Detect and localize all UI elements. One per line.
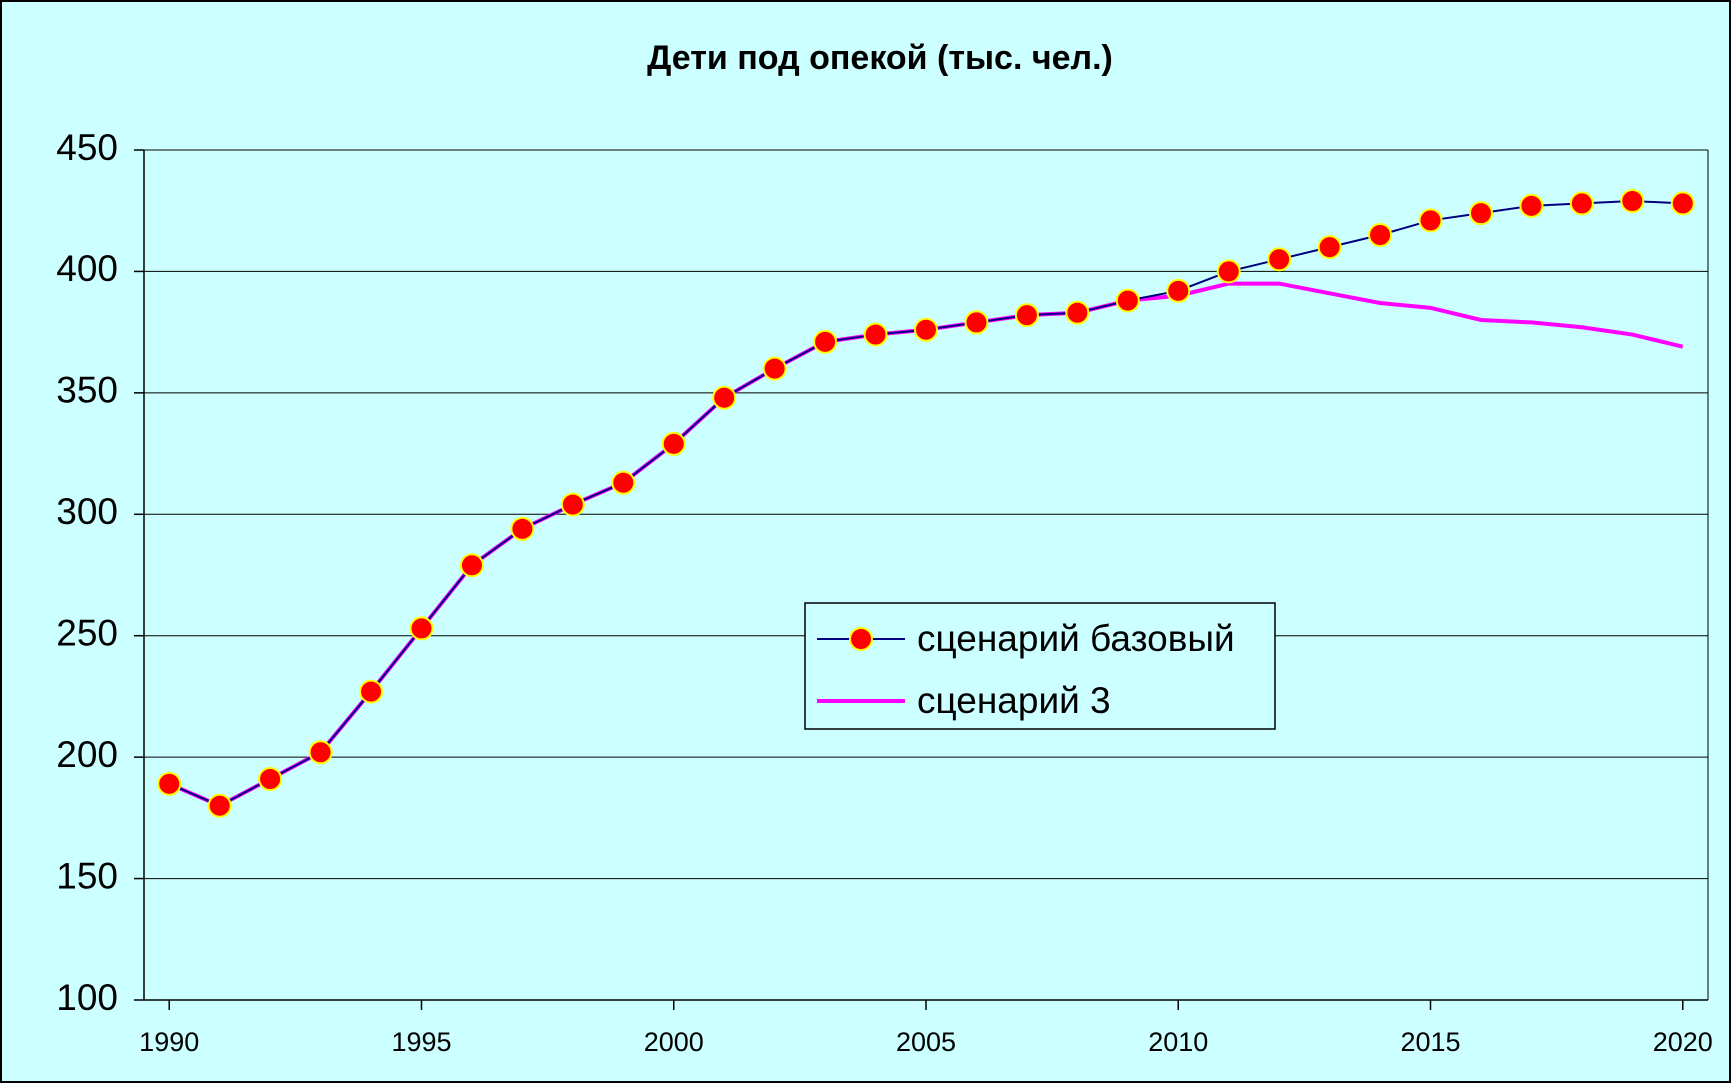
data-point	[1519, 193, 1544, 218]
chart-title: Дети под опекой (тыс. чел.)	[647, 39, 1113, 77]
data-point	[964, 310, 989, 335]
data-point	[762, 356, 787, 381]
data-point	[1670, 191, 1695, 216]
data-point	[510, 516, 535, 541]
data-point	[459, 553, 484, 578]
data-point	[1014, 303, 1039, 328]
data-point	[712, 385, 737, 410]
data-point	[258, 767, 283, 791]
legend-box	[804, 602, 1276, 730]
data-point	[1620, 189, 1645, 213]
y-tick-label: 150	[56, 855, 118, 896]
data-point	[1569, 191, 1594, 216]
x-tick-label: 2020	[1653, 1027, 1713, 1057]
legend-marker	[849, 627, 873, 651]
data-point	[359, 679, 384, 704]
y-tick-label: 450	[56, 127, 118, 168]
y-tick-label: 350	[56, 370, 118, 411]
y-tick-label: 300	[56, 491, 118, 532]
data-point	[1065, 300, 1090, 325]
y-tick-label: 100	[56, 977, 118, 1018]
data-point	[1115, 288, 1140, 313]
data-point	[157, 771, 182, 796]
data-point	[661, 431, 686, 456]
x-tick-label: 2005	[896, 1027, 956, 1057]
data-point	[308, 740, 333, 765]
data-point	[409, 616, 434, 641]
data-point	[1166, 278, 1191, 303]
x-tick-label: 2010	[1148, 1027, 1208, 1057]
x-tick-label: 1990	[139, 1027, 199, 1057]
data-point	[611, 470, 636, 495]
data-point	[1468, 201, 1493, 226]
data-point	[560, 492, 585, 517]
data-point	[813, 329, 838, 354]
data-point	[863, 322, 888, 347]
y-tick-label: 200	[56, 734, 118, 775]
data-point	[1267, 247, 1292, 272]
x-tick-label: 1995	[391, 1027, 451, 1057]
data-point	[1368, 223, 1393, 247]
y-tick-label: 250	[56, 612, 118, 653]
data-point	[1418, 208, 1443, 233]
data-point	[1317, 235, 1342, 260]
y-tick-label: 400	[56, 248, 118, 289]
data-point	[1216, 259, 1241, 284]
x-tick-label: 2000	[644, 1027, 704, 1057]
data-point	[914, 317, 938, 342]
data-point	[207, 793, 232, 818]
x-tick-label: 2015	[1400, 1027, 1460, 1057]
legend-label: сценарий 3	[917, 680, 1111, 721]
legend-label: сценарий базовый	[917, 618, 1235, 659]
